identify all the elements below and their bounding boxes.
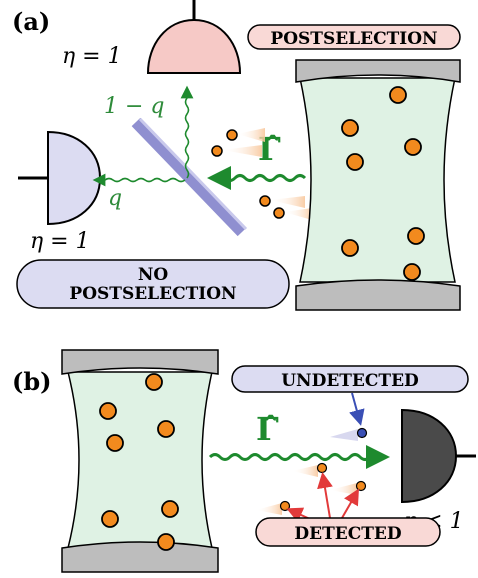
mirror-bottom-a (295, 279, 461, 311)
undetected-text: UNDETECTED (281, 371, 419, 391)
atom (106, 434, 124, 452)
photon-transmitted-left (92, 173, 186, 187)
atom (273, 207, 285, 219)
panel-a-label: (a) (12, 7, 50, 36)
no-postselection-line1: NO (138, 265, 169, 285)
atom (157, 533, 175, 551)
eta-top-label: η = 1 (62, 44, 122, 69)
atom (145, 373, 163, 391)
atom (407, 227, 425, 245)
undetected-arrow (349, 392, 365, 426)
atom (389, 86, 407, 104)
detected-text: DETECTED (294, 524, 401, 544)
no-postselection-line2: POSTSELECTION (69, 284, 236, 304)
mirror-top-b (61, 349, 219, 375)
undetected-pill (231, 365, 469, 393)
q-label: q (108, 186, 122, 211)
atom (355, 480, 367, 492)
detected-pill (255, 517, 441, 547)
atom (161, 500, 179, 518)
photon-reflected-up (180, 85, 194, 179)
atom (404, 138, 422, 156)
detector-b (401, 408, 476, 504)
detected-arrow (341, 488, 359, 519)
undetected-atom (356, 427, 368, 439)
flying-atoms-a (211, 128, 312, 220)
atom (346, 153, 364, 171)
atom (101, 510, 119, 528)
atom (99, 402, 117, 420)
atom (341, 239, 359, 257)
atom (157, 420, 175, 438)
atom (341, 119, 359, 137)
postselection-pill (247, 24, 461, 50)
atom (259, 195, 271, 207)
panel-b: (b) Γ̂ η < 1 UNDETECTED (12, 349, 476, 573)
panel-b-label: (b) (12, 367, 52, 396)
beam-splitter (131, 117, 247, 237)
atom (211, 145, 223, 157)
no-postselection-pill (16, 259, 290, 309)
atom (316, 462, 328, 474)
cavity-b (61, 349, 219, 573)
photon-incoming-b (208, 445, 390, 469)
mirror-top-a (295, 59, 461, 83)
left-detector (18, 130, 102, 226)
top-detector (146, 0, 242, 74)
atom (403, 263, 421, 281)
atom (226, 129, 238, 141)
postselection-text: POSTSELECTION (270, 29, 437, 49)
cavity-a (295, 59, 461, 311)
eta-left-label: η = 1 (30, 229, 90, 254)
panel-a: (a) η = 1 POSTSELECTION η = 1 1 − q q Γ̂ (12, 0, 461, 311)
atom (279, 500, 291, 512)
photon-incoming-a (207, 166, 307, 190)
one-minus-q-label: 1 − q (104, 94, 165, 119)
gamma-label-b: Γ̂ (256, 410, 279, 448)
detected-arrow (317, 472, 333, 519)
mirror-bottom-b (61, 541, 219, 573)
